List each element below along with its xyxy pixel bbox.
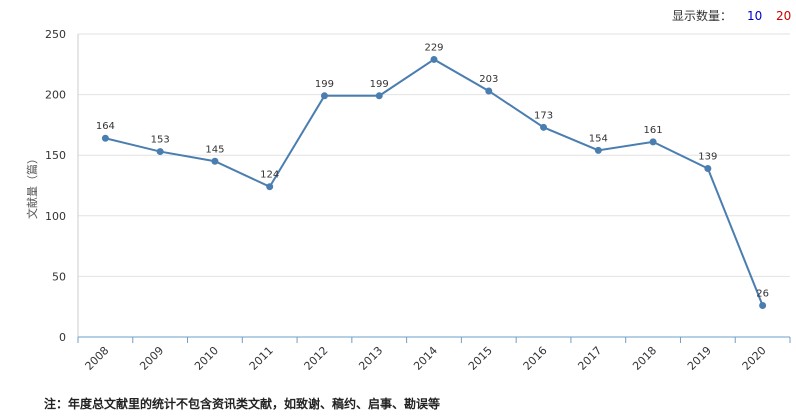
data-label: 153 bbox=[151, 135, 170, 146]
point bbox=[485, 87, 493, 95]
data-label: 139 bbox=[698, 152, 717, 163]
point bbox=[375, 92, 383, 100]
point bbox=[540, 123, 548, 131]
data-label: 26 bbox=[756, 288, 769, 299]
data-label: 199 bbox=[315, 79, 334, 90]
point bbox=[704, 165, 712, 173]
point bbox=[759, 301, 767, 309]
point bbox=[156, 148, 164, 156]
y-tick-label: 250 bbox=[45, 28, 66, 41]
option-10[interactable]: 10 bbox=[747, 9, 762, 23]
point bbox=[101, 134, 109, 142]
data-label: 154 bbox=[589, 133, 608, 144]
y-tick-label: 0 bbox=[59, 331, 66, 344]
point bbox=[649, 138, 657, 146]
data-label: 203 bbox=[479, 74, 498, 85]
y-axis-label: 文献量（篇） bbox=[25, 153, 39, 219]
data-label: 173 bbox=[534, 110, 553, 121]
point bbox=[430, 55, 438, 63]
data-label: 124 bbox=[260, 170, 279, 181]
point bbox=[211, 157, 219, 165]
point bbox=[594, 146, 602, 154]
y-tick-label: 100 bbox=[45, 210, 66, 223]
y-tick-label: 200 bbox=[45, 89, 66, 102]
y-tick-label: 50 bbox=[52, 270, 66, 283]
data-label: 199 bbox=[370, 79, 389, 90]
data-label: 164 bbox=[96, 121, 115, 132]
controls-label: 显示数量： bbox=[672, 8, 732, 23]
data-label: 229 bbox=[424, 42, 443, 53]
point bbox=[320, 92, 328, 100]
data-label: 161 bbox=[644, 125, 663, 136]
y-tick-label: 150 bbox=[45, 149, 66, 162]
data-label: 145 bbox=[205, 144, 224, 155]
option-20[interactable]: 20 bbox=[776, 9, 791, 23]
point bbox=[266, 183, 274, 191]
footnote: 注：年度总文献里的统计不包含资讯类文献，如致谢、稿约、启事、勘误等 bbox=[44, 396, 440, 411]
